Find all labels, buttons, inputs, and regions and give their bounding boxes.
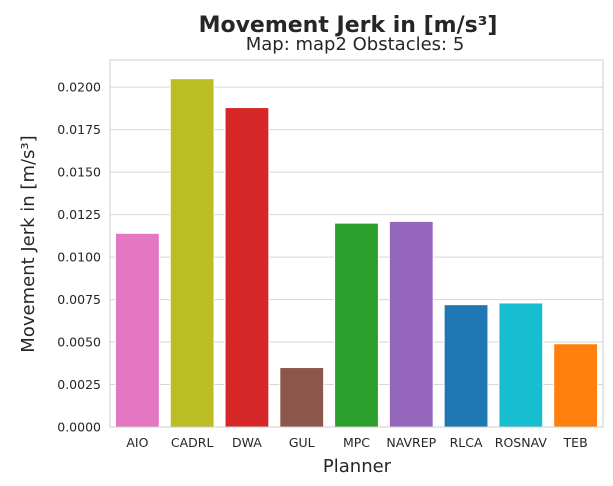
y-tick-label: 0.0050	[57, 335, 101, 350]
plot-frame	[109, 59, 604, 428]
y-tick-label: 0.0075	[57, 292, 101, 307]
x-tick-label: ROSNAV	[495, 435, 548, 450]
y-axis-label: Movement Jerk in [m/s³]	[18, 135, 39, 352]
bar-rlca	[443, 304, 489, 428]
y-tick-label: 0.0175	[57, 122, 101, 137]
x-tick-label: DWA	[232, 435, 262, 450]
x-tick-label: CADRL	[171, 435, 214, 450]
x-tick-label: GUL	[289, 435, 315, 450]
chart-title: Movement Jerk in [m/s³]	[199, 13, 498, 38]
chart-subtitle: Map: map2 Obstacles: 5	[246, 34, 465, 55]
x-tick-label: NAVREP	[386, 435, 436, 450]
x-tick-label: TEB	[563, 435, 588, 450]
chart-title-text: Movement Jerk in [m/s³]	[199, 13, 498, 38]
y-tick-label: 0.0150	[57, 165, 101, 180]
y-tick-label: 0.0100	[57, 250, 101, 265]
y-tick-label: 0.0200	[57, 80, 101, 95]
bar-gul	[279, 367, 325, 428]
bar-cadrl	[169, 78, 215, 428]
bar-aio	[114, 232, 160, 428]
y-tick-label: 0.0125	[57, 207, 101, 222]
y-tick-label: 0.0025	[57, 377, 101, 392]
bar-navrep	[388, 220, 434, 428]
bar-teb	[553, 343, 599, 428]
x-tick-label: AIO	[126, 435, 148, 450]
bar-dwa	[224, 107, 270, 428]
bar-mpc	[334, 222, 379, 428]
y-tick-label: 0.0000	[57, 420, 101, 435]
x-axis-label: Planner	[323, 456, 392, 477]
x-tick-label: RLCA	[450, 435, 483, 450]
bar-rosnav	[498, 302, 544, 428]
x-tick-label: MPC	[343, 435, 370, 450]
